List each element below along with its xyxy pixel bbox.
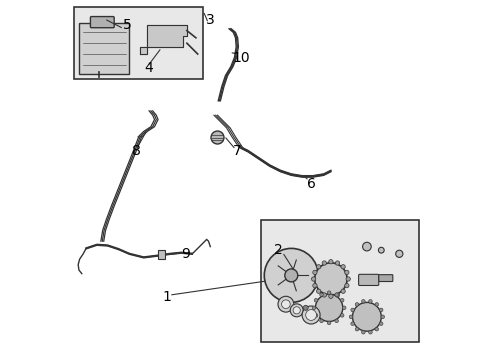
Text: 8: 8 [132,144,141,158]
Circle shape [361,300,365,303]
Circle shape [374,327,378,331]
Circle shape [354,327,358,331]
Circle shape [312,270,316,275]
Text: 7: 7 [232,144,241,158]
Circle shape [311,277,315,281]
Circle shape [328,294,332,298]
Circle shape [334,319,338,323]
Circle shape [322,261,326,265]
Circle shape [316,265,320,269]
Polygon shape [140,25,186,54]
Circle shape [312,283,316,288]
Text: 3: 3 [205,13,214,27]
Circle shape [361,330,365,334]
Circle shape [350,322,354,325]
Circle shape [289,304,303,317]
Circle shape [292,307,300,314]
Circle shape [374,303,378,306]
Circle shape [328,260,332,264]
FancyBboxPatch shape [358,274,378,285]
Text: 2: 2 [274,243,283,257]
Circle shape [379,308,382,312]
Circle shape [342,306,346,310]
FancyBboxPatch shape [158,250,164,259]
Bar [260,220,418,342]
Circle shape [314,298,317,302]
Circle shape [284,269,297,282]
Circle shape [335,293,339,297]
Circle shape [379,322,382,325]
Text: 4: 4 [144,62,153,75]
Circle shape [378,247,384,253]
Circle shape [319,293,323,297]
Circle shape [380,315,384,319]
Circle shape [334,293,338,297]
Circle shape [316,289,320,293]
Circle shape [277,296,293,312]
Circle shape [350,308,354,312]
Circle shape [326,291,330,294]
Circle shape [314,314,317,317]
Circle shape [340,265,345,269]
Circle shape [344,283,348,288]
FancyBboxPatch shape [378,275,392,282]
Text: 1: 1 [163,290,171,304]
Circle shape [348,315,352,319]
Text: 10: 10 [232,51,249,64]
Circle shape [264,248,318,302]
Text: 9: 9 [180,247,189,261]
Circle shape [302,306,320,324]
Circle shape [368,300,371,303]
Circle shape [368,330,371,334]
Circle shape [346,277,349,281]
Circle shape [340,289,345,293]
Circle shape [335,261,339,265]
Circle shape [311,306,315,310]
Circle shape [315,294,342,321]
Circle shape [362,242,370,251]
Circle shape [281,300,289,309]
Circle shape [326,321,330,325]
Circle shape [319,319,323,323]
Circle shape [352,302,381,331]
Circle shape [340,298,343,302]
Circle shape [395,250,402,257]
Text: 6: 6 [306,177,315,190]
Circle shape [322,293,326,297]
FancyBboxPatch shape [79,23,129,74]
Circle shape [211,131,224,144]
Bar [73,7,203,79]
Circle shape [340,314,343,317]
FancyBboxPatch shape [90,17,114,28]
Circle shape [314,263,346,295]
Circle shape [344,270,348,275]
Circle shape [303,305,307,310]
Circle shape [305,310,316,320]
Text: 5: 5 [123,18,132,32]
Circle shape [354,303,358,306]
